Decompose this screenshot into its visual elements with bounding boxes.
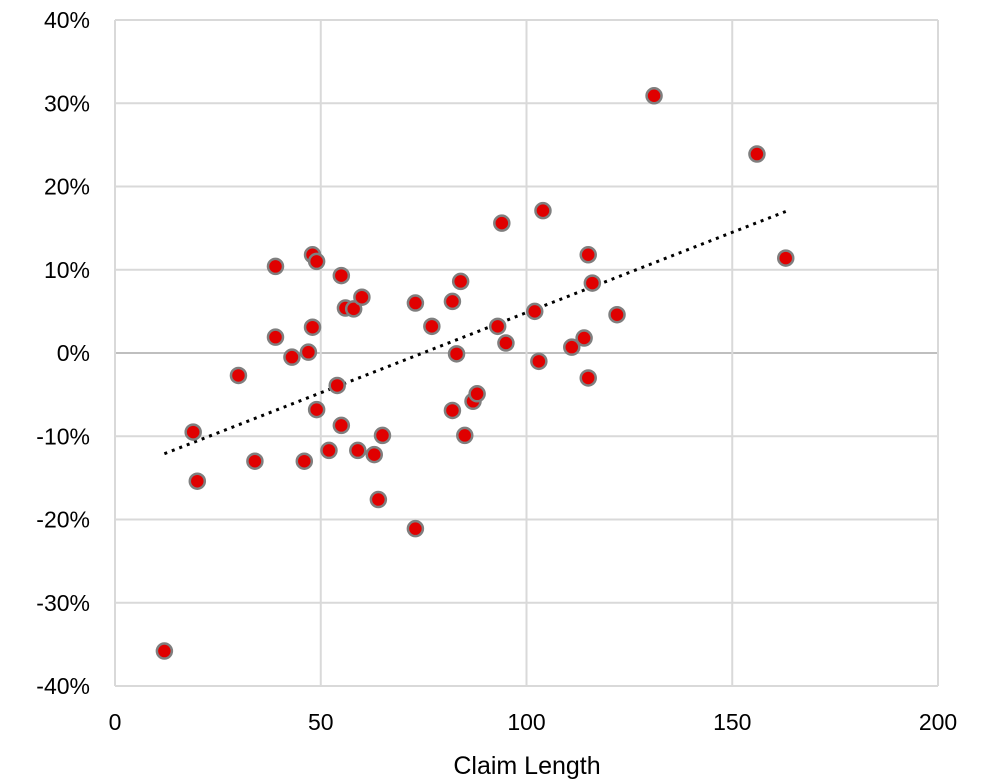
data-points: [155, 87, 795, 660]
data-point: [456, 426, 474, 445]
data-point: [563, 338, 581, 356]
data-point: [349, 441, 367, 460]
y-tick-label: 10%: [44, 257, 90, 283]
x-axis-title: Claim Length: [453, 752, 600, 780]
data-point: [307, 400, 326, 419]
data-point: [266, 257, 285, 276]
data-point: [493, 214, 511, 232]
data-point: [369, 490, 388, 509]
x-tick-label: 150: [713, 709, 751, 735]
y-tick-label: -20%: [36, 507, 90, 533]
data-point: [406, 294, 425, 312]
y-tick-label: -40%: [36, 673, 90, 699]
data-point: [155, 642, 174, 660]
data-point: [246, 452, 264, 470]
data-point: [307, 252, 326, 271]
data-point: [488, 317, 507, 336]
data-point: [451, 272, 470, 291]
data-point: [332, 416, 351, 435]
data-point: [447, 345, 466, 363]
data-point: [332, 266, 351, 285]
data-point: [423, 317, 441, 336]
data-point: [188, 472, 207, 490]
data-point: [497, 334, 515, 352]
data-point: [579, 369, 597, 387]
y-tick-label: 0%: [57, 340, 90, 366]
data-point: [579, 246, 597, 264]
y-tick-label: 30%: [44, 90, 90, 116]
data-point: [530, 352, 548, 371]
data-point: [229, 366, 248, 385]
x-tick-label: 50: [308, 709, 334, 735]
y-axis-tick-labels: 40% 30% 20% 10% 0% -10% -20% -30% -40%: [36, 7, 90, 699]
x-tick-label: 100: [507, 709, 545, 735]
data-point: [583, 274, 602, 292]
y-tick-label: 40%: [44, 7, 90, 33]
data-point: [534, 201, 552, 220]
data-point: [443, 401, 462, 420]
y-tick-label: 20%: [44, 174, 90, 200]
data-point: [645, 87, 663, 105]
x-axis-tick-labels: 0 50 100 150 200: [109, 709, 958, 735]
data-point: [353, 288, 371, 306]
data-point: [365, 445, 383, 464]
data-point: [295, 452, 314, 470]
data-point: [748, 145, 766, 163]
x-tick-label: 0: [109, 709, 122, 735]
data-point: [443, 292, 462, 311]
data-point: [328, 376, 346, 395]
data-point: [184, 423, 202, 441]
data-point: [776, 249, 795, 267]
trendline: [163, 210, 787, 456]
data-point: [299, 343, 318, 361]
data-point: [344, 300, 363, 318]
y-tick-label: -30%: [36, 590, 90, 616]
data-point: [575, 329, 593, 347]
x-tick-label: 200: [919, 709, 957, 735]
data-point: [373, 426, 392, 445]
grid-lines: [114, 19, 939, 687]
trendline-group: [163, 210, 787, 456]
data-point: [303, 318, 322, 336]
data-point: [283, 348, 301, 366]
data-point: [468, 385, 486, 403]
data-point: [266, 328, 285, 346]
data-point: [608, 305, 626, 324]
data-point: [406, 519, 425, 538]
data-point: [525, 302, 544, 321]
data-point: [320, 441, 338, 460]
y-tick-label: -10%: [36, 423, 90, 449]
